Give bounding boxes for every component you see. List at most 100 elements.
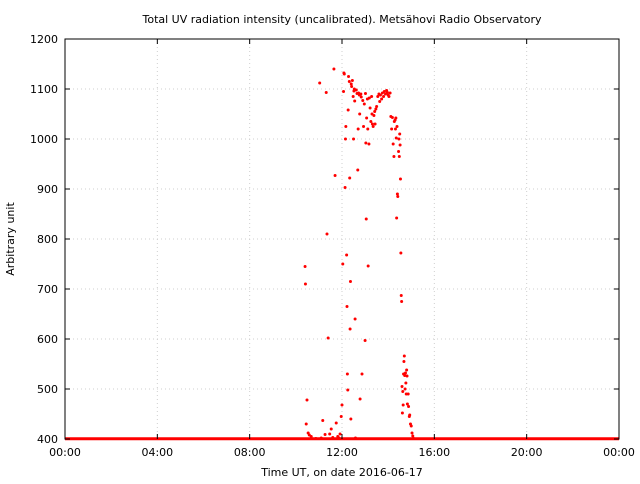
data-point bbox=[407, 405, 411, 408]
data-point bbox=[348, 280, 352, 283]
data-point bbox=[380, 97, 384, 101]
data-point bbox=[309, 435, 313, 438]
data-point bbox=[367, 96, 371, 100]
data-point bbox=[332, 67, 336, 71]
data-point bbox=[371, 125, 375, 128]
data-point bbox=[342, 72, 346, 76]
data-point bbox=[346, 108, 350, 112]
data-point bbox=[390, 116, 394, 119]
x-tick-label: 00:00 bbox=[49, 446, 81, 459]
data-point bbox=[366, 264, 370, 268]
data-point bbox=[368, 106, 372, 110]
data-point bbox=[410, 431, 414, 435]
data-point bbox=[367, 142, 371, 146]
data-point bbox=[362, 102, 366, 106]
data-point bbox=[365, 116, 369, 120]
data-point bbox=[354, 88, 358, 92]
y-tick-label: 1100 bbox=[30, 83, 58, 96]
data-point bbox=[399, 294, 403, 297]
x-axis-label: Time UT, on date 2016-06-17 bbox=[260, 466, 423, 479]
data-point bbox=[350, 79, 354, 82]
data-point bbox=[331, 436, 335, 439]
data-point bbox=[364, 217, 368, 221]
data-point bbox=[387, 95, 391, 98]
data-point bbox=[356, 127, 360, 131]
data-point bbox=[319, 436, 323, 440]
data-point bbox=[373, 110, 377, 113]
data-point bbox=[350, 85, 354, 88]
data-point bbox=[391, 142, 395, 146]
data-point bbox=[396, 195, 400, 198]
data-point bbox=[353, 99, 357, 103]
data-point bbox=[341, 262, 345, 266]
y-tick-label: 500 bbox=[37, 383, 58, 396]
data-point bbox=[359, 95, 363, 99]
data-point bbox=[364, 141, 368, 145]
data-point bbox=[370, 122, 374, 126]
data-point bbox=[353, 317, 357, 321]
data-point bbox=[348, 327, 352, 331]
data-point bbox=[342, 90, 346, 93]
data-point bbox=[393, 127, 397, 131]
data-point bbox=[401, 390, 405, 393]
data-point bbox=[303, 282, 307, 286]
data-point bbox=[375, 105, 379, 108]
data-point bbox=[388, 91, 392, 95]
data-point bbox=[370, 95, 374, 98]
data-point bbox=[352, 137, 356, 141]
y-tick-label: 900 bbox=[37, 183, 58, 196]
data-point bbox=[395, 125, 399, 128]
y-tick-label: 700 bbox=[37, 283, 58, 296]
data-point bbox=[390, 127, 394, 131]
data-point bbox=[338, 432, 342, 436]
data-point bbox=[403, 387, 407, 391]
x-tick-label: 20:00 bbox=[511, 446, 543, 459]
data-point bbox=[397, 137, 401, 141]
data-point bbox=[403, 374, 407, 377]
data-point bbox=[397, 150, 401, 153]
data-point bbox=[378, 93, 382, 97]
data-point bbox=[334, 421, 338, 425]
data-point bbox=[392, 155, 396, 158]
data-point bbox=[405, 402, 409, 406]
data-point bbox=[321, 419, 325, 422]
data-point bbox=[325, 232, 329, 236]
data-point bbox=[395, 216, 399, 220]
data-point bbox=[366, 127, 370, 131]
data-point bbox=[398, 177, 402, 181]
data-point bbox=[343, 137, 347, 141]
data-point bbox=[340, 403, 344, 407]
y-tick-label: 1000 bbox=[30, 133, 58, 146]
data-point bbox=[345, 305, 349, 308]
y-tick-label: 400 bbox=[37, 433, 58, 446]
data-point bbox=[402, 354, 406, 358]
data-point bbox=[351, 95, 355, 98]
chart-title: Total UV radiation intensity (uncalibrat… bbox=[142, 13, 542, 26]
data-point bbox=[406, 392, 410, 396]
data-point bbox=[347, 80, 351, 83]
y-tick-label: 800 bbox=[37, 233, 58, 246]
data-point bbox=[385, 91, 389, 94]
data-point bbox=[398, 132, 402, 136]
data-point bbox=[347, 75, 351, 78]
data-point bbox=[400, 411, 404, 415]
data-point bbox=[408, 413, 412, 417]
data-point bbox=[400, 300, 404, 303]
data-point bbox=[360, 372, 364, 376]
x-tick-label: 04:00 bbox=[141, 446, 173, 459]
data-point bbox=[376, 95, 380, 98]
x-tick-label: 16:00 bbox=[418, 446, 450, 459]
data-point bbox=[362, 125, 366, 128]
data-point bbox=[318, 81, 322, 85]
data-point bbox=[349, 417, 353, 421]
data-point bbox=[314, 437, 318, 440]
data-point bbox=[411, 434, 415, 438]
data-point bbox=[394, 136, 398, 140]
data-point bbox=[397, 155, 401, 158]
data-point bbox=[378, 100, 382, 103]
data-point bbox=[328, 432, 332, 436]
data-point bbox=[356, 168, 360, 172]
data-point bbox=[323, 433, 327, 436]
data-point bbox=[373, 122, 377, 126]
